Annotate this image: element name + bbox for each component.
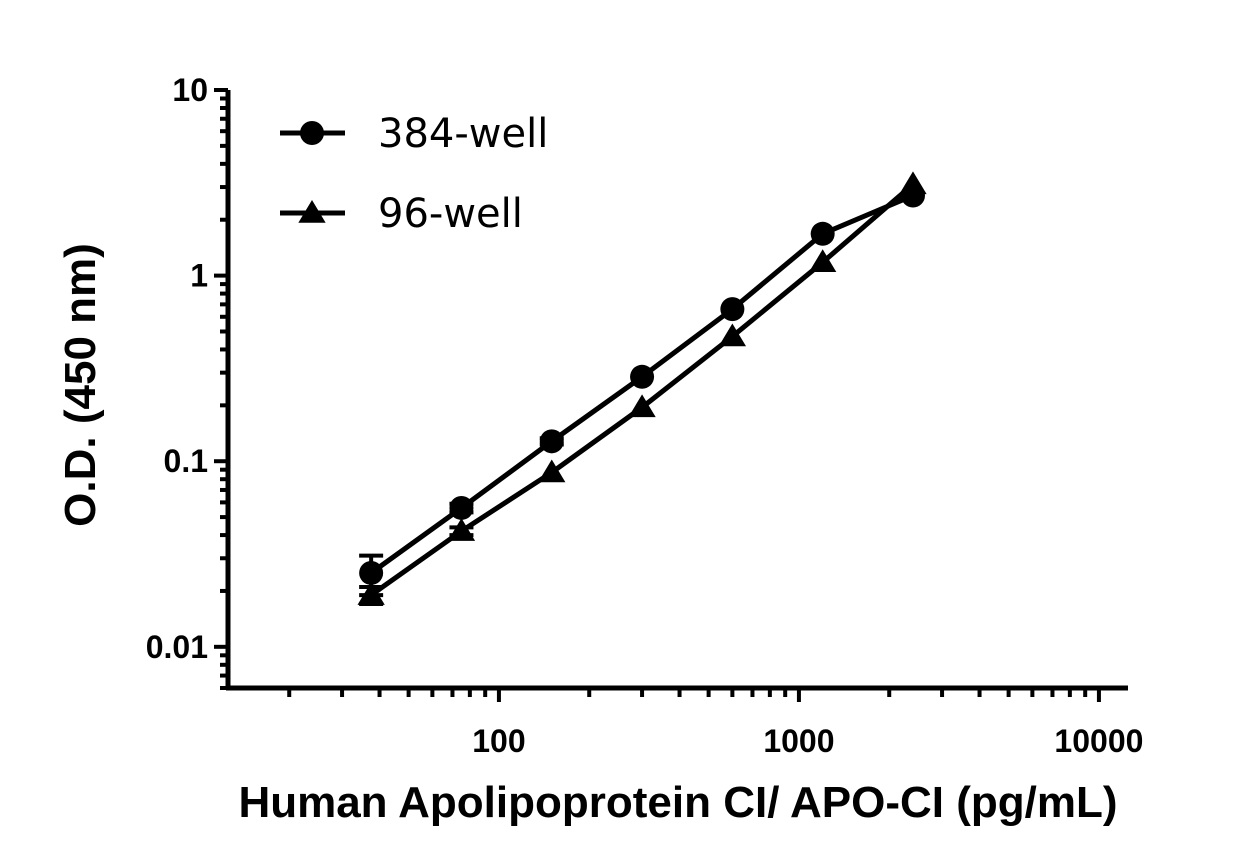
legend: 384-well 96-well xyxy=(280,111,548,237)
x-axis-title: Human Apolipoprotein CI/ APO-CI (pg/mL) xyxy=(238,778,1117,827)
legend-item: 384-well xyxy=(280,111,548,157)
x-tick-label: 10000 xyxy=(1054,723,1143,759)
y-tick-label: 1 xyxy=(190,258,208,294)
data-point xyxy=(447,518,476,541)
data-point xyxy=(899,171,927,195)
data-point xyxy=(357,582,385,605)
data-point xyxy=(449,495,474,520)
data-point xyxy=(810,221,835,246)
data-point xyxy=(809,249,837,273)
y-tick-label: 10 xyxy=(172,72,208,108)
legend-label: 384-well xyxy=(378,111,548,157)
data-point xyxy=(538,459,566,483)
legend-marker xyxy=(300,121,324,145)
x-tick-label: 1000 xyxy=(763,723,834,759)
y-axis-title: O.D. (450 nm) xyxy=(56,243,105,527)
x-tick-label: 100 xyxy=(472,723,525,759)
axes: 0.01 0.1 1 10 100 1000 10000 xyxy=(146,72,1144,759)
data-point xyxy=(630,364,655,389)
series-triangle xyxy=(357,171,927,607)
legend-item: 96-well xyxy=(280,191,523,237)
y-tick-label: 0.1 xyxy=(164,443,208,479)
data-point xyxy=(720,297,745,322)
data-point xyxy=(718,323,747,347)
legend-label: 96-well xyxy=(378,191,523,237)
legend-marker xyxy=(298,200,326,223)
data-point xyxy=(539,429,564,454)
data-point xyxy=(628,394,656,418)
series-layer xyxy=(357,171,927,607)
y-tick-label: 0.01 xyxy=(146,629,208,665)
data-point xyxy=(359,560,384,585)
